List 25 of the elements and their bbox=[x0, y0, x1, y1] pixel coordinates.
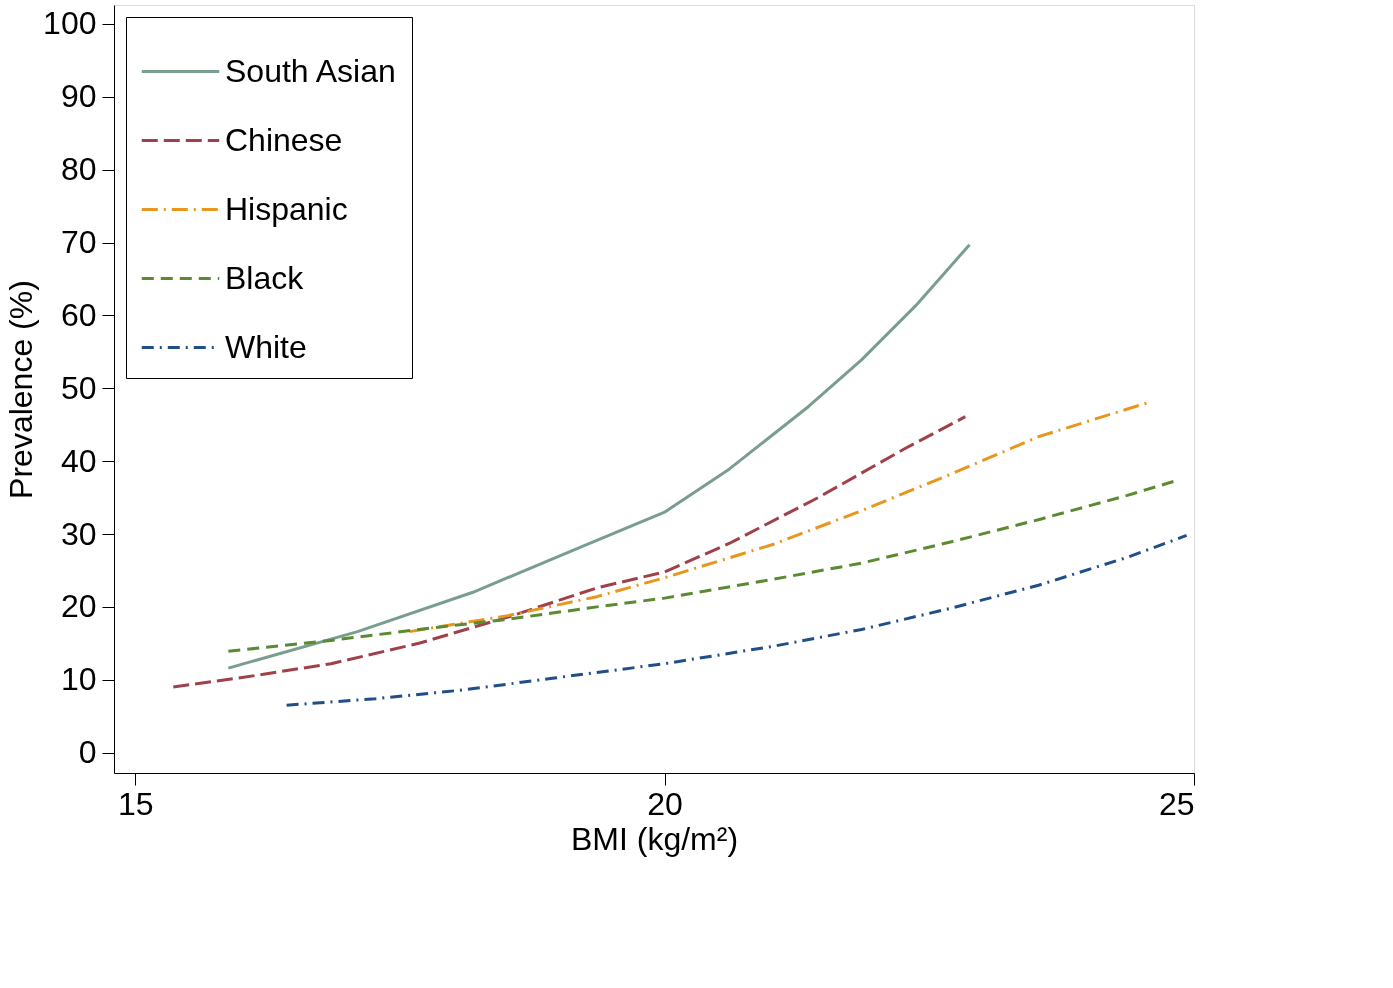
y-tick-label: 60 bbox=[60, 296, 97, 333]
line-series bbox=[285, 533, 1189, 707]
y-tick-label: 20 bbox=[60, 588, 97, 625]
legend-label: White bbox=[225, 328, 307, 365]
y-tick-label: 100 bbox=[43, 5, 97, 42]
y-axis-title: Prevalence (%) bbox=[3, 280, 40, 499]
y-tick-label: 30 bbox=[60, 515, 97, 552]
y-tick-label: 50 bbox=[60, 369, 97, 406]
x-tick-label: 15 bbox=[117, 785, 154, 822]
y-tick-label: 90 bbox=[60, 78, 97, 115]
x-axis-title: BMI (kg/m²) bbox=[570, 820, 739, 857]
line-series bbox=[407, 401, 1149, 634]
y-tick-label: 40 bbox=[60, 442, 97, 479]
x-tick-label: 25 bbox=[1158, 785, 1195, 822]
legend-label: Black bbox=[225, 259, 305, 296]
y-tick-label: 70 bbox=[60, 224, 97, 261]
y-tick-label: 10 bbox=[60, 661, 97, 698]
y-tick-label: 80 bbox=[60, 151, 97, 188]
line-series bbox=[226, 243, 972, 670]
x-tick-label: 20 bbox=[647, 785, 683, 822]
legend-label: South Asian bbox=[225, 52, 396, 89]
line-series bbox=[171, 415, 967, 689]
legend-label: Hispanic bbox=[225, 190, 348, 227]
y-tick-label: 0 bbox=[78, 734, 97, 771]
legend-label: Chinese bbox=[225, 121, 343, 158]
